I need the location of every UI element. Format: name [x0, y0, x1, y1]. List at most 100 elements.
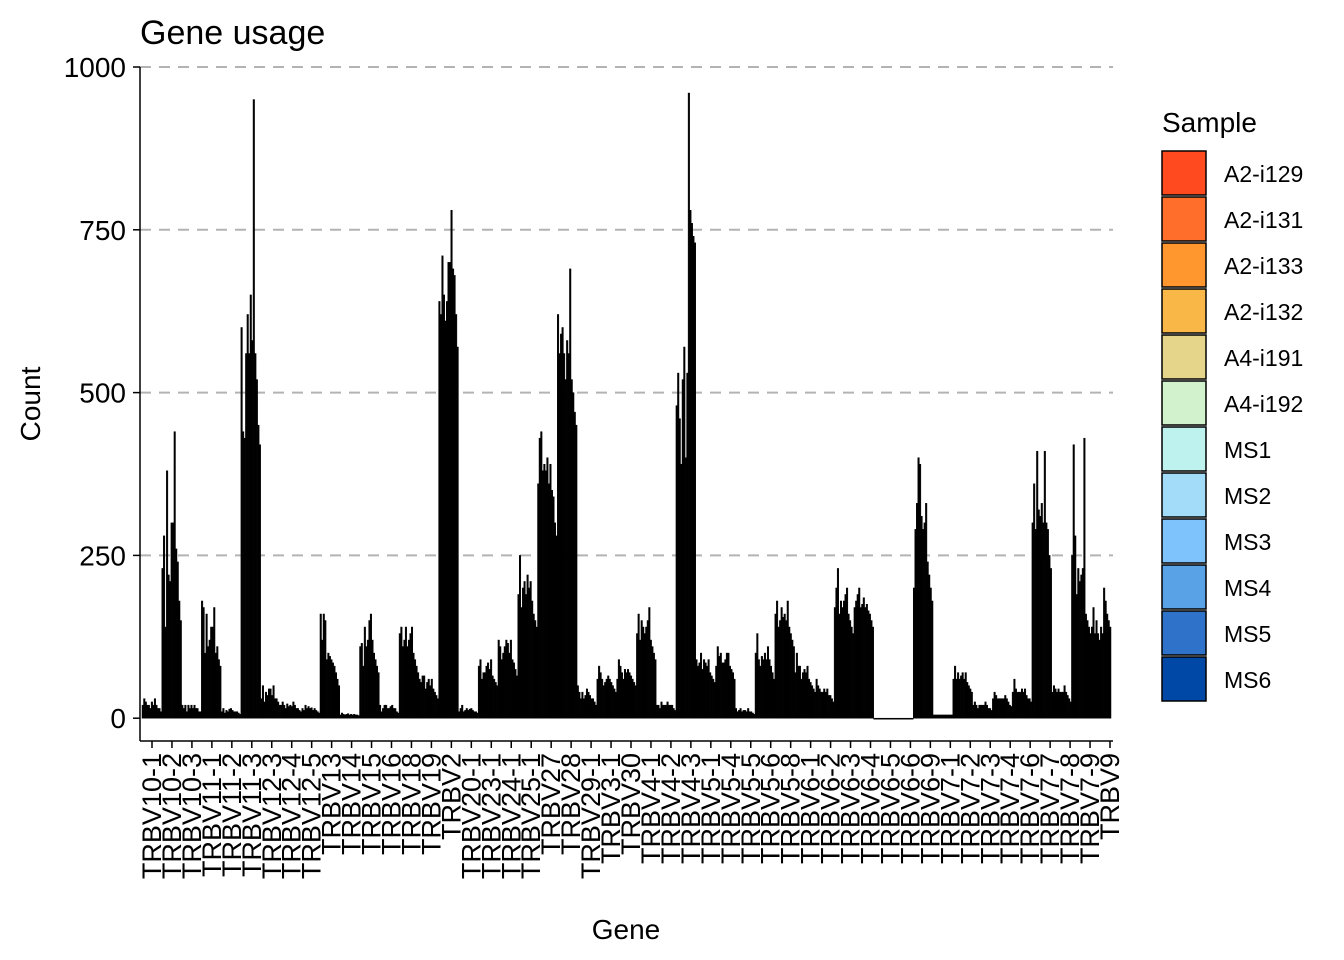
- x-tick-label-TRBV6-4: TRBV6-4: [856, 753, 886, 864]
- bar-TRBV10-3-MS6: [199, 711, 202, 719]
- legend-label-A2-i131: A2-i131: [1224, 207, 1303, 233]
- x-tick-label-TRBV30: TRBV30: [616, 753, 646, 855]
- axes: [139, 67, 1113, 742]
- x-tick-label-TRBV11-2: TRBV11-2: [217, 753, 247, 877]
- bar-TRBV13-MS6: [337, 685, 341, 719]
- bar-TRBV15-MS6: [377, 672, 380, 719]
- bar-TRBV11-1-MS6: [219, 665, 222, 719]
- bar-TRBV7-9-MS2: [1083, 437, 1086, 719]
- legend-key-MS5: [1161, 610, 1207, 656]
- bar-TRBV6-5-MS6: [891, 717, 894, 720]
- x-tick-label-TRBV6-3: TRBV6-3: [836, 753, 866, 864]
- y-tick-label-500: 500: [79, 378, 126, 409]
- bar-TRBV5-5-MS6: [753, 714, 756, 719]
- x-tick-label-TRBV7-8: TRBV7-8: [1055, 753, 1085, 864]
- x-tick-label-TRBV10-3: TRBV10-3: [177, 753, 207, 879]
- bar-TRBV9-MS6: [1109, 626, 1112, 719]
- bar-TRBV27-MS6: [555, 535, 558, 719]
- legend-label-A2-i129: A2-i129: [1224, 161, 1303, 187]
- x-tick-label-TRBV6-1: TRBV6-1: [796, 753, 826, 864]
- bar-TRBV16-MS6: [397, 712, 400, 719]
- x-tick-label-TRBV19: TRBV19: [416, 753, 446, 855]
- x-tick-label-TRBV11-3: TRBV11-3: [237, 753, 267, 877]
- x-tick-label-TRBV18: TRBV18: [396, 753, 426, 855]
- bar-TRBV7-4-MS6: [1010, 706, 1013, 719]
- x-tick-label-TRBV6-5: TRBV6-5: [875, 753, 905, 864]
- legend-key-A2-i132: [1161, 288, 1207, 334]
- legend-label-A2-i132: A2-i132: [1224, 299, 1303, 325]
- bar-TRBV11-2-MS6: [239, 714, 242, 719]
- bar-TRBV7-7-MS6: [1049, 568, 1052, 719]
- x-tick-label-TRBV16: TRBV16: [377, 753, 407, 855]
- x-tick-label-TRBV7-7: TRBV7-7: [1035, 753, 1065, 864]
- x-tick-label-TRBV7-6: TRBV7-6: [1015, 753, 1045, 864]
- x-tick-label-TRBV12-5: TRBV12-5: [297, 753, 327, 879]
- bar-TRBV10-2-MS6: [179, 620, 182, 719]
- y-ticks: 0 250 500 750 1000: [64, 52, 140, 734]
- bar-TRBV5-1-MS6: [713, 682, 716, 719]
- bar-TRBV25-1-MS6: [535, 626, 538, 719]
- bar-TRBV5-6-MS6: [773, 678, 776, 719]
- legend-label-A4-i192: A4-i192: [1224, 391, 1303, 417]
- bar-TRBV7-2-MS6: [970, 691, 973, 719]
- x-tick-label-TRBV4-3: TRBV4-3: [676, 753, 706, 864]
- legend-label-MS3: MS3: [1224, 529, 1271, 555]
- legend-label-A2-i133: A2-i133: [1224, 253, 1303, 279]
- legend-key-A4-i191: [1161, 334, 1207, 380]
- legend-label-MS5: MS5: [1224, 621, 1271, 647]
- bar-TRBV7-8-MS6: [1069, 701, 1072, 719]
- x-tick-label-TRBV25-1: TRBV25-1: [516, 753, 546, 879]
- bar-TRBV4-2-MS6: [674, 710, 677, 719]
- x-tick-label-TRBV7-1: TRBV7-1: [935, 753, 965, 864]
- x-axis-title: Gene: [592, 914, 661, 945]
- bar-TRBV14-MS6: [357, 715, 360, 719]
- bar-TRBV12-4-MS6: [298, 710, 301, 719]
- x-tick-label-TRBV7-9: TRBV7-9: [1075, 753, 1105, 864]
- y-tick-label-0: 0: [110, 703, 126, 734]
- bar-TRBV4-1-MS6: [654, 659, 657, 719]
- bar-TRBV5-8-MS6: [792, 646, 795, 719]
- x-tick-label-TRBV15: TRBV15: [357, 753, 387, 855]
- bar-TRBV6-9-MS6: [931, 600, 934, 719]
- bar-TRBV2-MS6: [456, 346, 459, 719]
- x-tick-label-TRBV7-2: TRBV7-2: [955, 753, 985, 864]
- x-tick-label-TRBV4-1: TRBV4-1: [636, 753, 666, 864]
- x-tick-label-TRBV29-1: TRBV29-1: [576, 753, 606, 879]
- x-tick-label-TRBV5-5: TRBV5-5: [736, 753, 766, 864]
- bar-TRBV12-5-MS6: [318, 712, 321, 719]
- bar-TRBV10-1-MS6: [160, 711, 163, 719]
- x-ticks: TRBV10-1TRBV10-2TRBV10-3TRBV11-1TRBV11-2…: [137, 741, 1125, 879]
- x-tick-label-TRBV11-1: TRBV11-1: [197, 753, 227, 877]
- bar-TRBV5-4-MS6: [733, 678, 736, 719]
- bar-TRBV7-9-MS6: [1089, 633, 1092, 719]
- x-tick-label-TRBV6-6: TRBV6-6: [895, 753, 925, 864]
- y-tick-label-250: 250: [79, 540, 126, 571]
- bar-TRBV7-6-MS6: [1030, 701, 1033, 719]
- x-tick-label-TRBV10-2: TRBV10-2: [157, 753, 187, 879]
- bar-TRBV24-1-MS6: [515, 675, 518, 719]
- bar-TRBV11-3-MS6: [258, 444, 261, 719]
- x-tick-label-TRBV23-1: TRBV23-1: [476, 753, 506, 879]
- legend-label-MS4: MS4: [1224, 575, 1272, 601]
- legend-key-MS2: [1161, 472, 1207, 518]
- y-tick-label-750: 750: [79, 215, 126, 246]
- legend-key-A2-i133: [1161, 242, 1207, 288]
- bar-TRBV7-1-MS6: [951, 714, 954, 719]
- chart-title: Gene usage: [140, 14, 325, 52]
- x-tick-label-TRBV28: TRBV28: [556, 753, 586, 855]
- bar-TRBV4-3-MS6: [693, 242, 696, 719]
- legend-key-MS1: [1161, 426, 1207, 472]
- bar-TRBV20-1-MS6: [476, 712, 479, 719]
- x-tick-label-TRBV20-1: TRBV20-1: [456, 753, 486, 879]
- legend-title: Sample: [1162, 107, 1257, 138]
- bar-TRBV30-MS6: [634, 685, 637, 719]
- legend-key-A2-i129: [1161, 150, 1207, 196]
- grid-lines: [140, 66, 1113, 557]
- bar-TRBV12-3-MS6: [278, 704, 281, 719]
- bar-TRBV7-3-MS6: [990, 710, 993, 719]
- x-tick-label-TRBV5-8: TRBV5-8: [776, 753, 806, 864]
- x-tick-label-TRBV2: TRBV2: [436, 753, 466, 840]
- legend-key-A4-i192: [1161, 380, 1207, 426]
- bar-TRBV6-1-MS6: [812, 688, 815, 719]
